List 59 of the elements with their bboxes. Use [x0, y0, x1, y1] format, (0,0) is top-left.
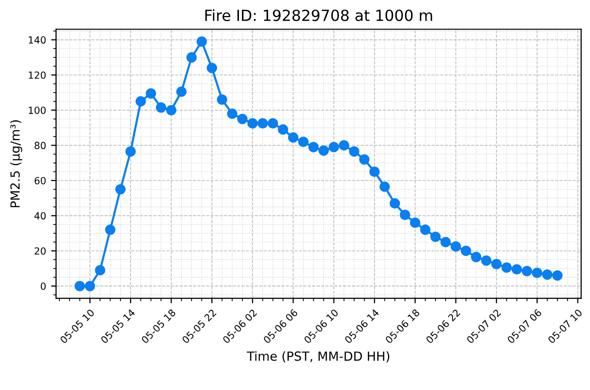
point	[359, 154, 370, 165]
point	[400, 210, 410, 220]
point	[379, 181, 390, 192]
point	[115, 184, 126, 195]
y-tick-label: 140	[28, 36, 46, 44]
point	[206, 62, 218, 74]
point	[298, 136, 309, 148]
point	[176, 86, 187, 97]
point	[460, 246, 472, 256]
point	[410, 218, 420, 228]
point	[278, 124, 288, 135]
point	[125, 146, 136, 157]
point	[420, 224, 431, 235]
point	[308, 142, 319, 152]
y-tick-label: 20	[34, 247, 46, 255]
point	[227, 108, 238, 119]
point	[257, 118, 268, 129]
point	[450, 241, 462, 252]
point	[84, 280, 96, 292]
point	[318, 145, 329, 156]
point	[338, 140, 350, 151]
point	[146, 88, 156, 99]
point	[105, 224, 116, 235]
y-tick-label: 120	[28, 71, 46, 79]
point	[440, 236, 451, 248]
point	[156, 102, 166, 113]
y-tick-label: 100	[28, 106, 46, 114]
y-tick-label: 60	[34, 176, 46, 184]
chart-title: Fire ID: 192829708 at 1000 m	[205, 9, 432, 22]
x-axis-title: Time (PST, MM-DD HH)	[246, 351, 390, 362]
point	[491, 258, 502, 270]
point	[512, 264, 522, 275]
point	[196, 36, 207, 47]
point	[532, 268, 542, 278]
point	[328, 142, 340, 152]
point	[501, 262, 512, 273]
point	[369, 166, 380, 177]
point	[94, 265, 106, 276]
point	[237, 114, 248, 124]
y-tick-label: 0	[40, 282, 46, 290]
point	[247, 118, 258, 129]
point	[136, 96, 146, 107]
point	[542, 269, 552, 280]
point	[348, 146, 360, 157]
y-tick-label: 80	[34, 142, 46, 150]
point	[216, 94, 228, 105]
point	[430, 232, 441, 242]
point	[186, 52, 197, 63]
point	[166, 104, 176, 116]
point	[288, 132, 298, 143]
point	[470, 252, 482, 262]
point	[481, 255, 492, 266]
point	[522, 266, 532, 276]
point	[268, 118, 278, 129]
point	[74, 280, 85, 292]
point	[390, 198, 400, 209]
y-tick-label: 40	[34, 212, 46, 220]
point	[552, 270, 563, 281]
y-axis-title: PM2.5 (µg/m³)	[10, 120, 22, 208]
